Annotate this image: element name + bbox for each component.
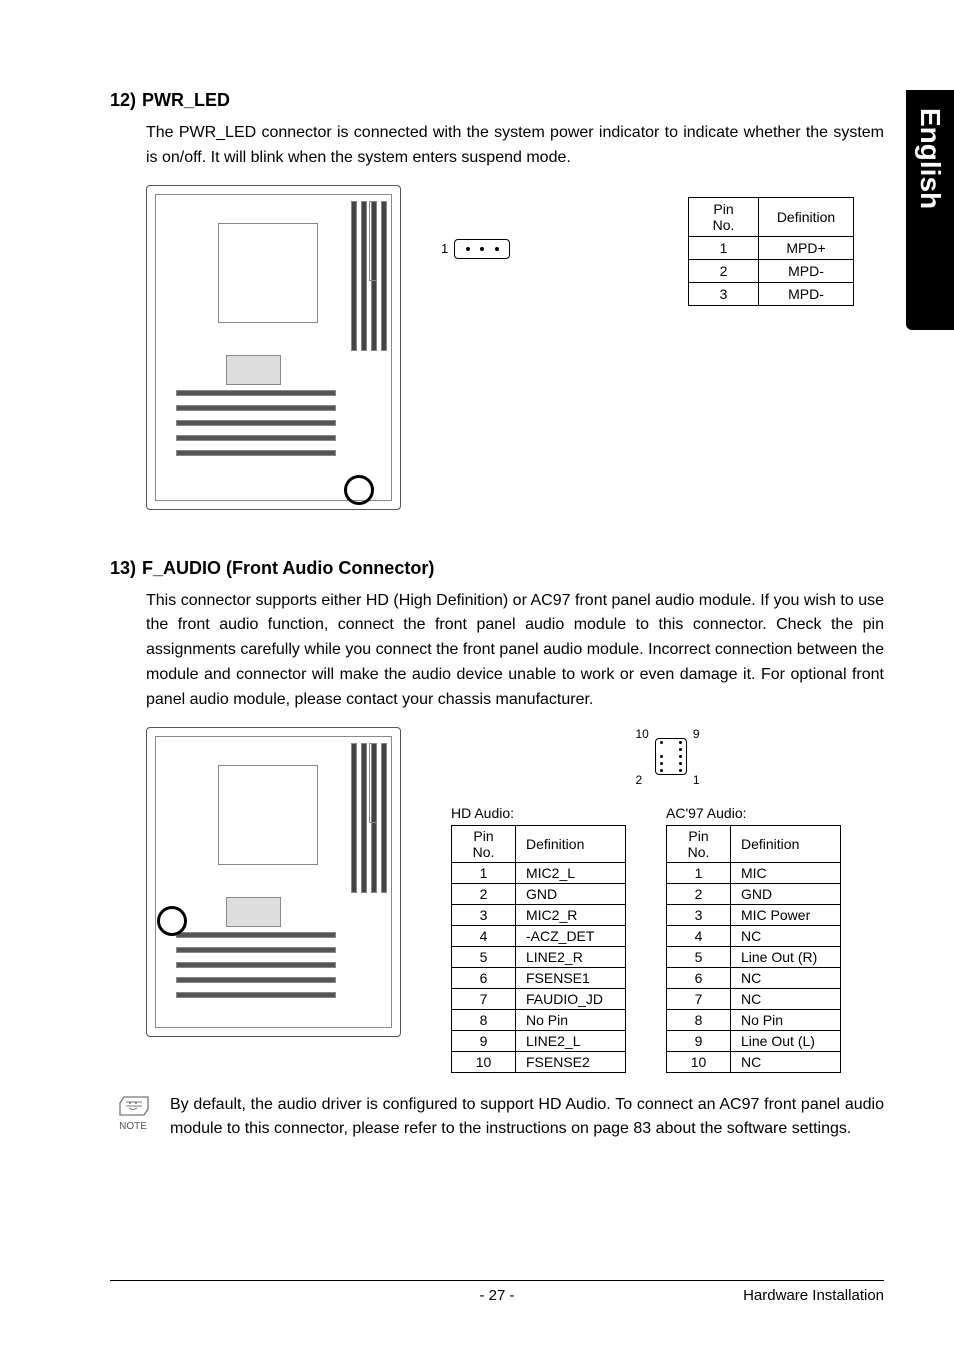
- table-row: 3MIC Power: [667, 904, 841, 925]
- pwr-led-pin-diagram: 1: [441, 239, 510, 259]
- table-row: 1MIC: [667, 862, 841, 883]
- table-row: 6NC: [667, 967, 841, 988]
- audio-tables-block: 10 2 9 1: [451, 727, 884, 1073]
- table-row: 9Line Out (L): [667, 1030, 841, 1051]
- table-row: 9LINE2_L: [452, 1030, 626, 1051]
- table-row: 8No Pin: [667, 1009, 841, 1030]
- table-row: 3MPD-: [689, 282, 854, 305]
- table-row: 5LINE2_R: [452, 946, 626, 967]
- section-12-figure-row: 1 Pin No. Definition 1MPD+ 2MPD- 3MPD-: [146, 185, 884, 510]
- pin-label-9: 9: [693, 727, 700, 741]
- note-block: NOTE By default, the audio driver is con…: [110, 1093, 884, 1143]
- table-row: 4NC: [667, 925, 841, 946]
- section-13-heading: 13) F_AUDIO (Front Audio Connector): [110, 558, 884, 579]
- ac97-audio-table-block: AC'97 Audio: Pin No.Definition 1MIC 2GND…: [666, 805, 841, 1073]
- table-row: 10NC: [667, 1051, 841, 1072]
- page-footer: - 27 - Hardware Installation: [110, 1280, 884, 1304]
- table-row: 2GND: [667, 883, 841, 904]
- pwr-led-pin-table: Pin No. Definition 1MPD+ 2MPD- 3MPD-: [688, 197, 854, 306]
- f-audio-pin-diagram: 10 2 9 1: [451, 727, 884, 787]
- section-13-figure-row: 10 2 9 1: [146, 727, 884, 1073]
- table-row: 3MIC2_R: [452, 904, 626, 925]
- motherboard-diagram-13: [146, 727, 401, 1037]
- table-row: 6FSENSE1: [452, 967, 626, 988]
- section-pwr-led: 12) PWR_LED The PWR_LED connector is con…: [110, 90, 884, 510]
- section-f-audio: 13) F_AUDIO (Front Audio Connector) This…: [110, 558, 884, 1143]
- hd-audio-table: Pin No.Definition 1MIC2_L 2GND 3MIC2_R 4…: [451, 825, 626, 1073]
- motherboard-diagram-12: [146, 185, 401, 510]
- section-12-body: The PWR_LED connector is connected with …: [146, 121, 884, 171]
- table-row: 1MIC2_L: [452, 862, 626, 883]
- section-12-title: PWR_LED: [142, 90, 230, 111]
- section-12-heading: 12) PWR_LED: [110, 90, 884, 111]
- page-number: - 27 -: [479, 1287, 514, 1304]
- table-row: 2MPD-: [689, 259, 854, 282]
- pin-label-10: 10: [635, 727, 648, 741]
- ac97-audio-table: Pin No.Definition 1MIC 2GND 3MIC Power 4…: [666, 825, 841, 1073]
- note-icon: NOTE: [110, 1093, 156, 1132]
- footer-section-title: Hardware Installation: [743, 1287, 884, 1304]
- section-12-num: 12): [110, 90, 136, 111]
- audio-tables-row: HD Audio: Pin No.Definition 1MIC2_L 2GND…: [451, 805, 884, 1073]
- pin-grid-box: [655, 738, 687, 775]
- pin-label-1: 1: [693, 773, 700, 787]
- pwr-led-location-circle: [344, 475, 374, 505]
- note-text: By default, the audio driver is configur…: [170, 1093, 884, 1143]
- note-label: NOTE: [119, 1121, 147, 1132]
- pin-1-label: 1: [441, 241, 448, 256]
- table-row: 8No Pin: [452, 1009, 626, 1030]
- section-13-num: 13): [110, 558, 136, 579]
- hd-audio-caption: HD Audio:: [451, 805, 626, 821]
- pin-label-2: 2: [635, 773, 648, 787]
- page-content: 12) PWR_LED The PWR_LED connector is con…: [0, 0, 954, 1352]
- table-row: 7FAUDIO_JD: [452, 988, 626, 1009]
- table-row: 1MPD+: [689, 236, 854, 259]
- section-13-body: This connector supports either HD (High …: [146, 589, 884, 713]
- table-row: 10FSENSE2: [452, 1051, 626, 1072]
- table-row: 4-ACZ_DET: [452, 925, 626, 946]
- hd-audio-table-block: HD Audio: Pin No.Definition 1MIC2_L 2GND…: [451, 805, 626, 1073]
- f-audio-location-circle: [157, 906, 187, 936]
- section-13-title: F_AUDIO (Front Audio Connector): [142, 558, 434, 579]
- table-row: 2GND: [452, 883, 626, 904]
- pin-box-3: [454, 239, 510, 259]
- table-header-def: Definition: [759, 197, 854, 236]
- table-header-pin: Pin No.: [689, 197, 759, 236]
- ac97-audio-caption: AC'97 Audio:: [666, 805, 841, 821]
- table-row: 7NC: [667, 988, 841, 1009]
- table-row: 5Line Out (R): [667, 946, 841, 967]
